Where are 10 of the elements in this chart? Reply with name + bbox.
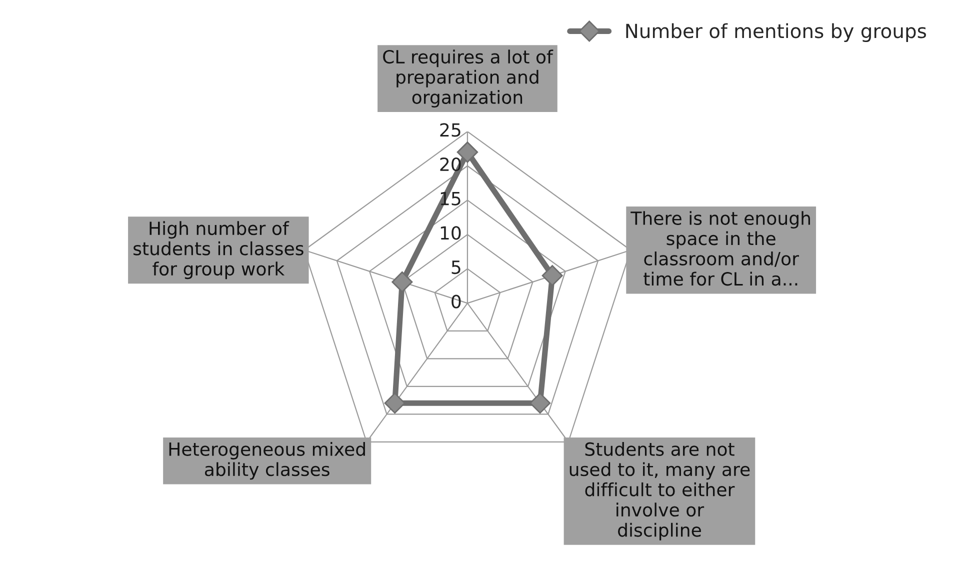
- spoke-label: Heterogeneous mixed ability classes: [169, 442, 365, 480]
- spoke-label: CL requires a lot of preparation and organization: [383, 50, 554, 108]
- spoke-label: High number of students in classes for group work: [134, 221, 304, 280]
- legend-label: Number of mentions by groups: [626, 23, 926, 42]
- y-tick-label: 25: [440, 123, 460, 137]
- y-tick-label: 0: [452, 294, 461, 308]
- y-tick-label: 5: [452, 260, 460, 274]
- spoke-label: Students are not used to it, many are difficult to either involve or discipline: [570, 442, 750, 540]
- spoke-label: There is not enough space in the classroom and/or time for CL in a...: [630, 211, 810, 286]
- y-tick-label: 10: [440, 226, 461, 240]
